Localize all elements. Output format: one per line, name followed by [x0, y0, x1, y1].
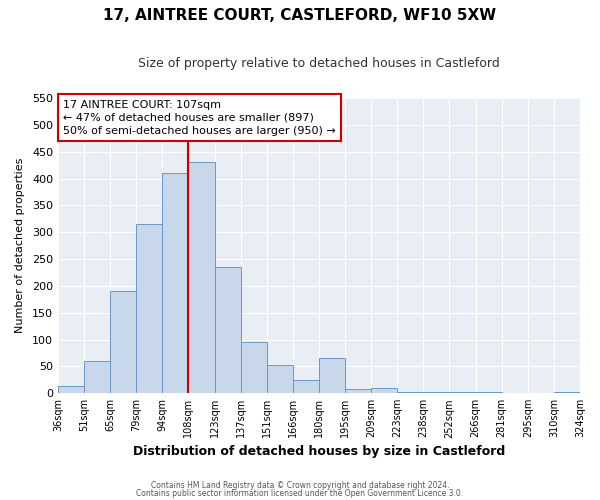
Bar [241, 342, 267, 393]
Bar [163, 173, 188, 393]
Bar [345, 389, 371, 393]
Bar [293, 380, 319, 393]
Bar [215, 267, 241, 393]
X-axis label: Distribution of detached houses by size in Castleford: Distribution of detached houses by size … [133, 444, 505, 458]
Bar [424, 392, 449, 393]
Text: 17 AINTREE COURT: 107sqm
← 47% of detached houses are smaller (897)
50% of semi-: 17 AINTREE COURT: 107sqm ← 47% of detach… [63, 100, 336, 136]
Bar [188, 162, 215, 393]
Bar [136, 224, 163, 393]
Bar [397, 392, 424, 393]
Bar [502, 392, 528, 393]
Bar [267, 366, 293, 393]
Bar [58, 386, 84, 393]
Bar [110, 291, 136, 393]
Bar [371, 388, 397, 393]
Text: Contains public sector information licensed under the Open Government Licence 3.: Contains public sector information licen… [136, 488, 464, 498]
Bar [319, 358, 345, 393]
Title: Size of property relative to detached houses in Castleford: Size of property relative to detached ho… [138, 58, 500, 70]
Y-axis label: Number of detached properties: Number of detached properties [15, 158, 25, 334]
Bar [84, 361, 110, 393]
Bar [476, 392, 502, 393]
Text: Contains HM Land Registry data © Crown copyright and database right 2024.: Contains HM Land Registry data © Crown c… [151, 481, 449, 490]
Bar [449, 392, 476, 393]
Text: 17, AINTREE COURT, CASTLEFORD, WF10 5XW: 17, AINTREE COURT, CASTLEFORD, WF10 5XW [103, 8, 497, 22]
Bar [554, 392, 580, 393]
